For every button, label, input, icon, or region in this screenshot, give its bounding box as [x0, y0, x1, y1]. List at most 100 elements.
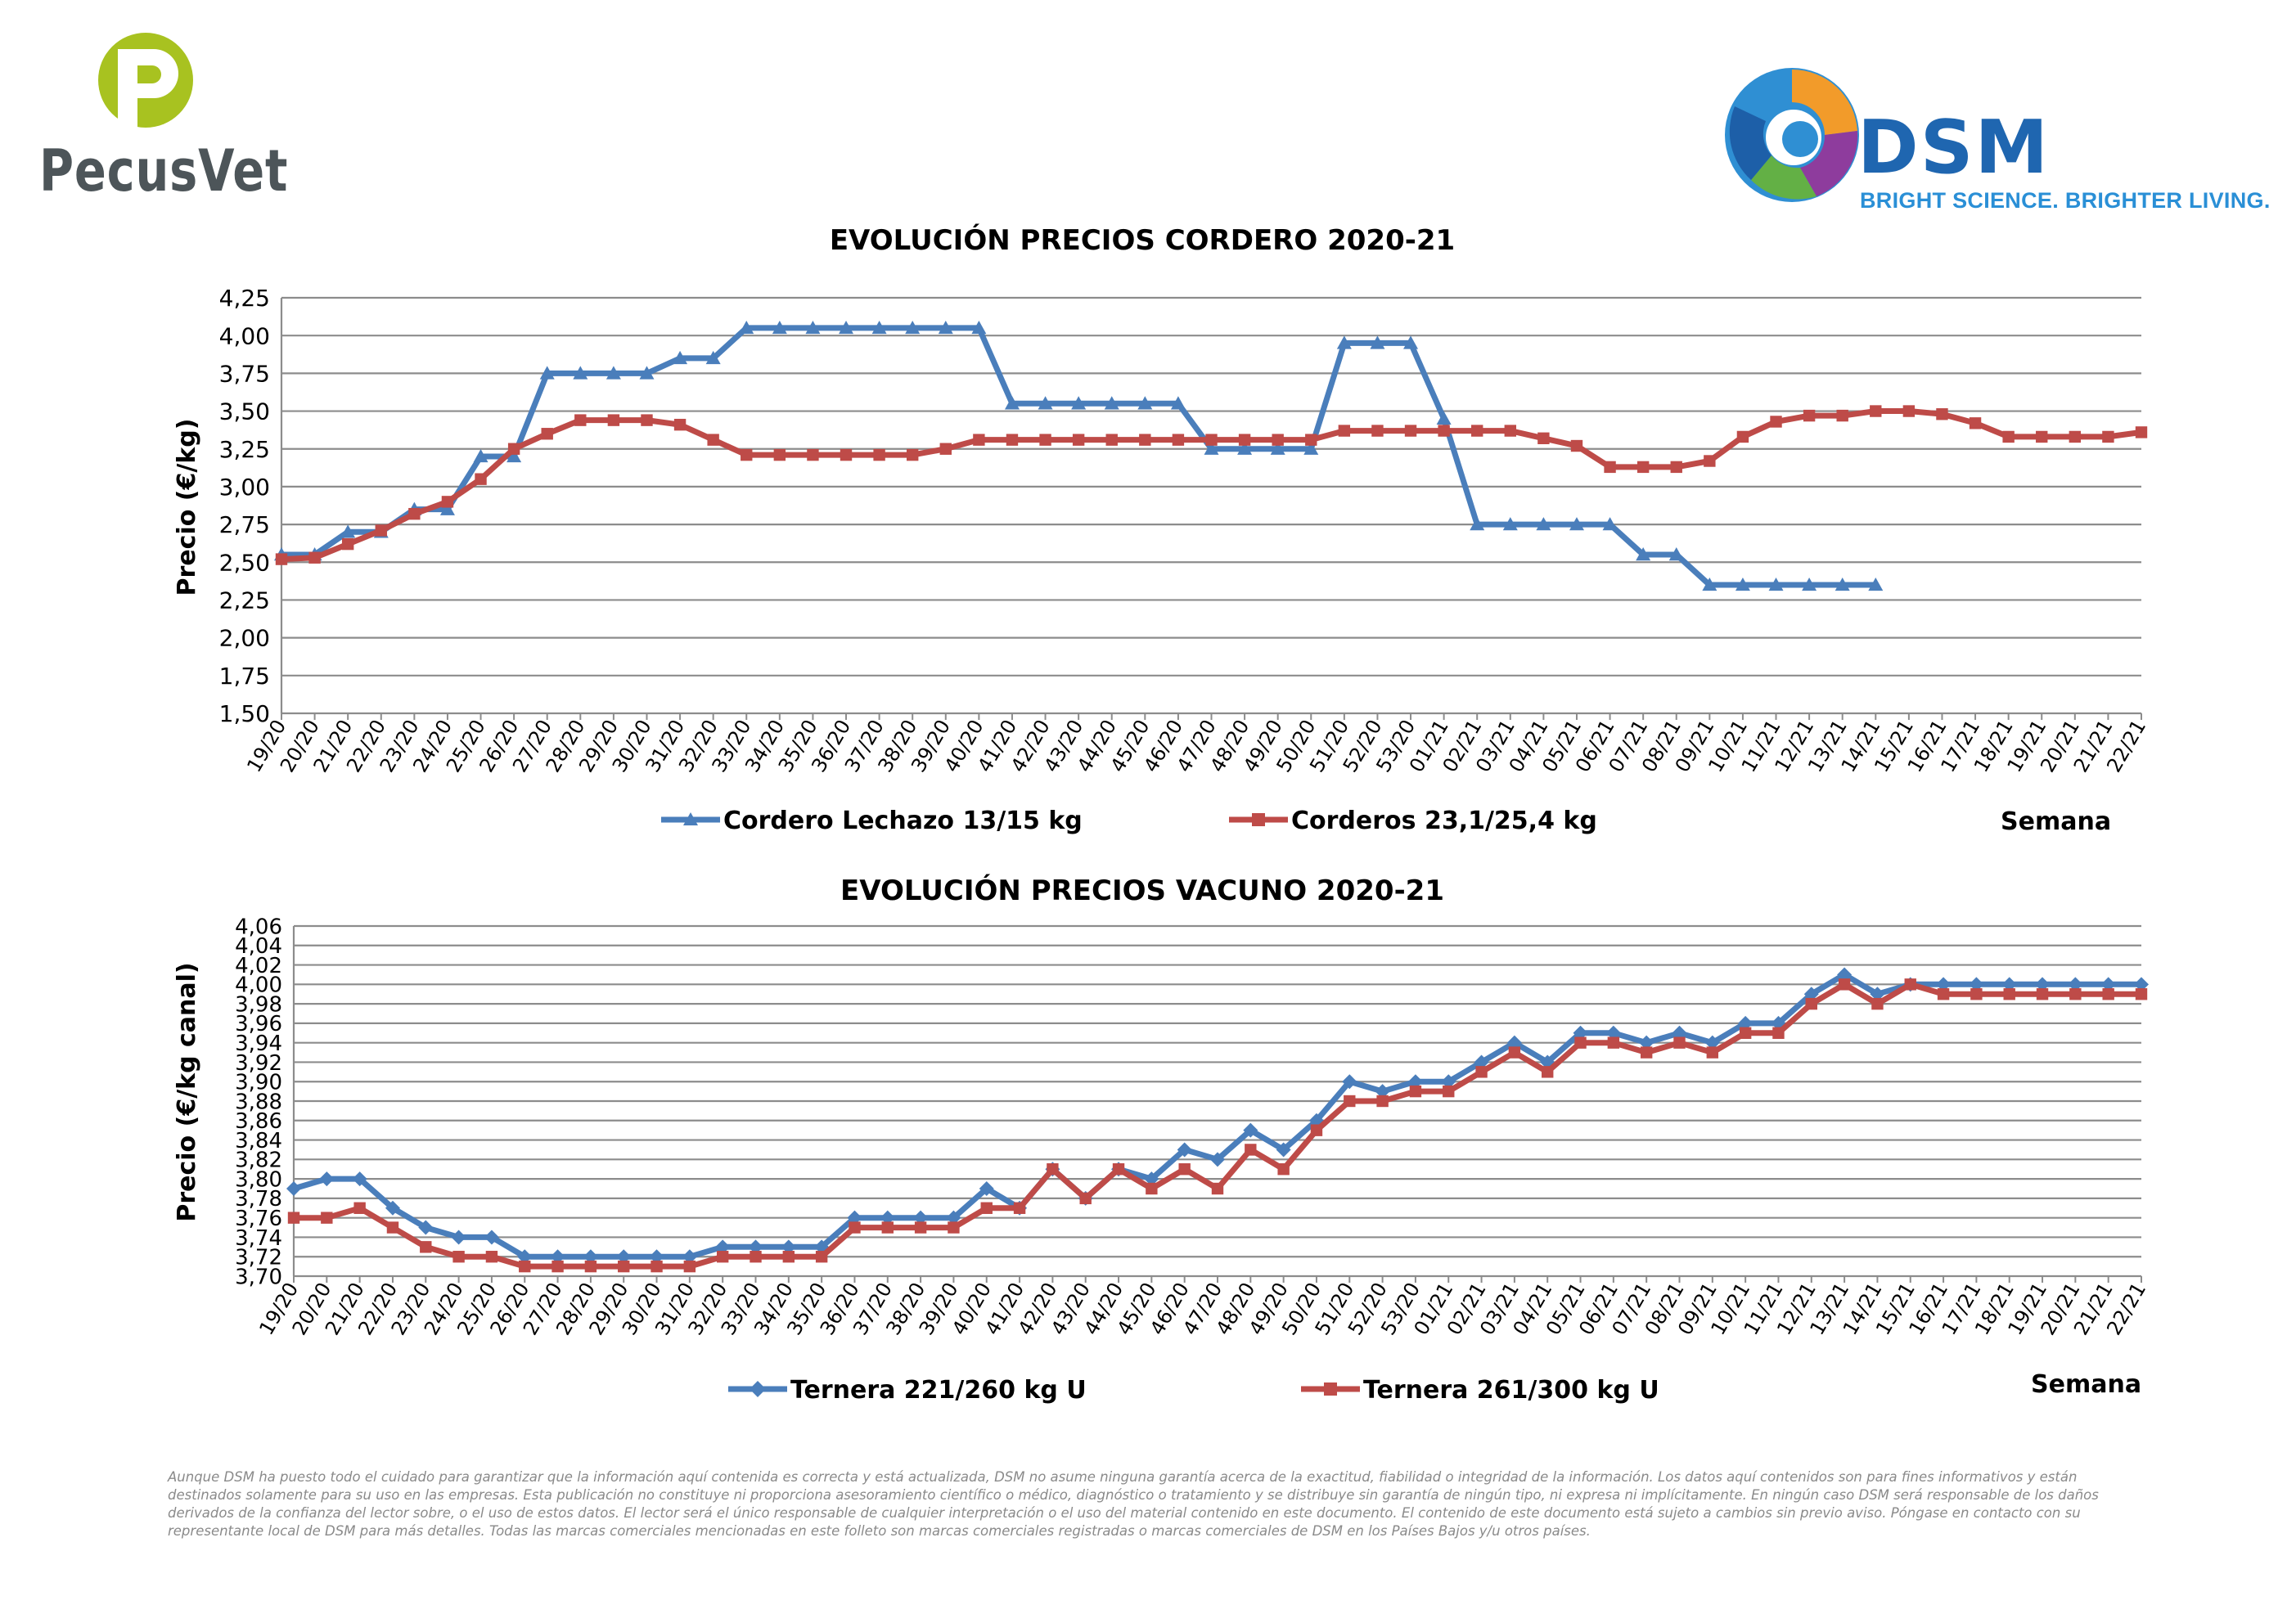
data-point-1: [1936, 408, 1948, 420]
data-point-0: [839, 320, 854, 335]
data-point-1: [1205, 434, 1218, 446]
data-point-1: [1870, 405, 1882, 417]
data-point-0: [418, 1220, 434, 1235]
y-tick-label: 1,75: [219, 663, 270, 690]
data-point-1: [1344, 1095, 1356, 1108]
data-point-1: [1542, 1066, 1554, 1078]
data-point-0: [1936, 977, 1952, 992]
data-point-0: [1237, 441, 1253, 455]
data-point-1: [1706, 1046, 1719, 1059]
data-point-0: [1403, 335, 1419, 349]
pecusvet-logo: [98, 33, 193, 128]
data-point-0: [606, 366, 621, 380]
y-tick-label: 3,76: [235, 1207, 282, 1231]
y-tick-label: 3,00: [219, 474, 270, 501]
data-point-1: [1371, 425, 1384, 437]
data-point-0: [1803, 987, 1819, 1002]
legend-marker-corderos: [1252, 813, 1265, 826]
data-point-1: [1277, 1163, 1290, 1176]
y-tick-label: 2,50: [219, 549, 270, 576]
data-point-1: [375, 524, 387, 537]
y-tick-label: 3,84: [235, 1129, 282, 1153]
data-point-0: [1104, 396, 1119, 410]
data-point-0: [385, 1200, 400, 1216]
data-point-0: [946, 1210, 961, 1225]
data-point-1: [741, 448, 753, 461]
data-point-1: [1471, 425, 1483, 437]
data-point-1: [420, 1241, 432, 1253]
y-tick-label: 3,92: [235, 1051, 282, 1076]
data-point-1: [1376, 1095, 1389, 1108]
data-point-1: [840, 448, 853, 461]
x-axis-label: Semana: [2031, 1370, 2141, 1399]
y-tick-label: 3,78: [235, 1187, 282, 1212]
data-point-1: [2102, 430, 2114, 443]
data-point-0: [2100, 977, 2116, 992]
data-point-0: [1868, 577, 1884, 591]
data-point-1: [1178, 1163, 1191, 1176]
data-point-1: [1640, 1046, 1653, 1059]
data-point-1: [1105, 434, 1118, 446]
data-point-0: [1506, 1035, 1522, 1050]
y-tick-label: 3,96: [235, 1012, 282, 1036]
data-point-0: [2001, 977, 2017, 992]
data-point-0: [583, 1249, 598, 1265]
legend-label-lechazo: Cordero Lechazo 13/15 kg: [723, 807, 1083, 835]
legend-label-corderos: Corderos 23,1/25,4 kg: [1291, 807, 1597, 835]
data-point-0: [1605, 1025, 1621, 1041]
data-point-1: [973, 434, 985, 446]
chart-cordero: EVOLUCIÓN PRECIOS CORDERO 2020-21 1,501,…: [173, 223, 2150, 836]
y-tick-label: 4,02: [235, 954, 282, 978]
data-point-0: [340, 524, 356, 538]
y-tick-label: 3,90: [235, 1071, 282, 1095]
data-point-1: [1937, 988, 1950, 1000]
data-point-1: [584, 1260, 597, 1273]
data-point-1: [2069, 430, 2082, 443]
legend: Ternera 221/260 kg U Ternera 261/300 kg …: [728, 1370, 2141, 1405]
y-tick-labels: 3,703,723,743,763,783,803,823,843,863,88…: [235, 915, 282, 1289]
disclaimer-text: Aunque DSM ha puesto todo el cuidado par…: [168, 1469, 2099, 1539]
data-point-0: [1170, 396, 1186, 410]
data-point-0: [1336, 335, 1352, 349]
y-axis-label: Precio (€/kg): [173, 419, 201, 596]
y-tick-label: 3,72: [235, 1246, 282, 1270]
y-tick-label: 1,50: [219, 700, 270, 727]
data-point-0: [938, 320, 953, 335]
data-point-0: [1735, 577, 1750, 591]
data-point-1: [574, 414, 587, 426]
data-point-1: [308, 551, 321, 564]
data-point-1: [1409, 1085, 1422, 1098]
data-point-1: [275, 553, 288, 565]
data-point-0: [1837, 967, 1853, 982]
y-tick-label: 2,00: [219, 625, 270, 652]
data-point-0: [1137, 396, 1153, 410]
data-point-1: [1272, 434, 1284, 446]
data-point-1: [551, 1260, 564, 1273]
data-point-0: [1502, 517, 1518, 531]
data-point-1: [2069, 988, 2082, 1000]
data-point-0: [1702, 577, 1717, 591]
data-point-1: [1673, 1036, 1686, 1049]
series-lines: [286, 967, 2149, 1273]
pecusvet-p-icon: [98, 33, 193, 128]
data-point-1: [2135, 988, 2148, 1000]
data-point-0: [1602, 517, 1618, 531]
data-point-1: [1607, 1036, 1620, 1049]
series-line-1: [294, 981, 2141, 1270]
data-point-0: [1573, 1025, 1588, 1041]
x-axis-label: Semana: [2001, 807, 2111, 836]
data-point-0: [2134, 977, 2149, 992]
data-point-0: [1038, 396, 1053, 410]
data-point-0: [1639, 1035, 1654, 1050]
data-point-1: [1006, 434, 1019, 446]
data-point-1: [1838, 978, 1851, 991]
y-tick-label: 2,75: [219, 511, 270, 538]
data-point-0: [649, 1249, 664, 1265]
y-tick-label: 4,00: [235, 973, 282, 998]
data-point-1: [2036, 988, 2049, 1000]
data-point-1: [641, 414, 653, 426]
data-point-1: [475, 473, 487, 485]
data-point-1: [873, 448, 885, 461]
dsm-logo: [1725, 68, 1859, 202]
data-point-1: [1508, 1046, 1521, 1059]
